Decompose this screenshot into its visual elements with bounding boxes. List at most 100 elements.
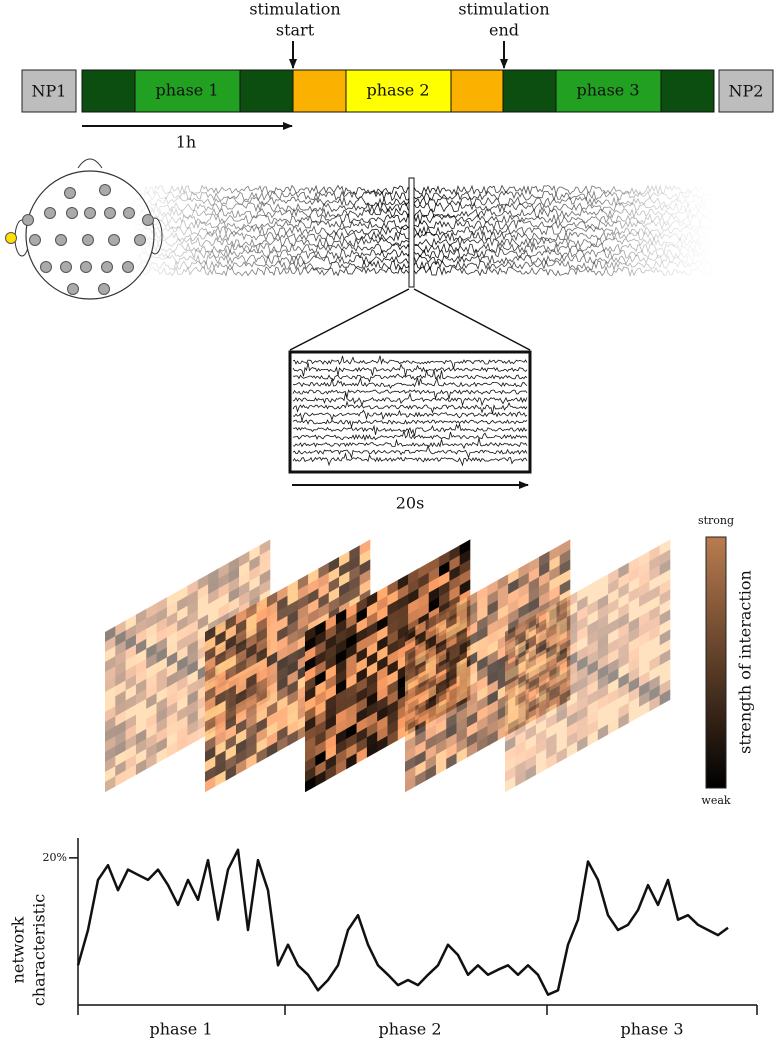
matrix-cell: [535, 748, 547, 765]
matrix-cell: [535, 648, 547, 665]
matrix-cell: [125, 734, 137, 751]
matrix-cell: [628, 656, 640, 673]
electrode: [82, 234, 94, 246]
matrix-cell: [415, 680, 426, 697]
matrix-cell: [435, 728, 447, 745]
matrix-cell: [405, 666, 416, 683]
nose: [77, 158, 103, 169]
matrix-cell: [515, 770, 526, 787]
matrix-cell: [425, 634, 437, 651]
matrix-cell: [305, 756, 316, 773]
matrix-cell: [156, 617, 168, 634]
matrix-cell: [405, 626, 416, 643]
matrix-cell: [466, 631, 478, 648]
matrix-cell: [618, 702, 630, 719]
matrix-cell: [515, 650, 526, 667]
matrix-cell: [405, 656, 416, 673]
eeg-trace: [129, 195, 715, 208]
matrix-cell: [628, 576, 640, 593]
electrode: [55, 234, 67, 246]
eeg-trace: [129, 236, 715, 248]
matrix-cell: [315, 650, 326, 667]
matrix-cell: [446, 612, 457, 630]
matrix-cell: [387, 649, 399, 667]
matrix-cell: [428, 576, 440, 593]
matrix-cell: [528, 596, 540, 613]
matrix-cell: [659, 619, 671, 636]
matrix-cell: [315, 660, 326, 677]
matrix-cell: [425, 624, 437, 641]
matrix-cell: [425, 764, 437, 781]
matrix-cell: [387, 659, 399, 677]
matrix-cell: [505, 656, 516, 673]
matrix-cell: [246, 612, 257, 630]
matrix-cell: [597, 624, 609, 641]
matrix-cell: [387, 609, 399, 627]
matrix-cell: [115, 680, 126, 697]
matrix-cell: [497, 604, 509, 621]
matrix-cell: [315, 770, 326, 787]
matrix-cell: [505, 686, 516, 703]
matrix-cell: [546, 732, 557, 750]
matrix-cell: [315, 680, 326, 697]
matrix-cell: [187, 589, 199, 607]
eeg-trace: [129, 213, 715, 225]
matrix-cell: [515, 740, 526, 757]
matrix-cell: [115, 700, 126, 717]
matrix-cell: [239, 580, 250, 598]
matrix-cell: [305, 706, 316, 723]
matrix-cell: [449, 545, 460, 562]
matrix-cell: [305, 626, 316, 643]
matrix-cell: [508, 598, 519, 615]
matrix-cell: [225, 744, 237, 761]
matrix-cell: [459, 579, 471, 596]
matrix-cell: [177, 715, 188, 732]
matrix-cell: [405, 636, 416, 653]
matrix-cell: [639, 660, 650, 678]
matrix-cell: [377, 675, 388, 692]
matrix-cell: [618, 672, 630, 689]
matrix-cell: [287, 629, 299, 647]
matrix-cell: [105, 736, 116, 753]
stim-label: stimulation: [458, 0, 549, 19]
matrix-cell: [246, 632, 257, 650]
matrix-cell: [597, 584, 609, 601]
matrix-cell: [156, 627, 168, 644]
matrix-cell: [166, 651, 178, 668]
matrix-cell: [525, 624, 537, 641]
matrix-cell: [166, 641, 178, 658]
matrix-cell: [377, 635, 388, 652]
matrix-cell: [546, 692, 557, 710]
matrix-cell: [408, 588, 419, 605]
matrix-cell: [197, 614, 209, 631]
matrix-cell: [187, 659, 199, 677]
matrix-cell: [215, 660, 226, 677]
matrix-cell: [618, 602, 630, 619]
matrix-cell: [387, 629, 399, 647]
matrix-cell: [649, 585, 660, 602]
matrix-cell: [335, 728, 347, 745]
eeg-trace: [129, 242, 715, 254]
matrix-cell: [256, 677, 268, 694]
matrix-cell: [315, 670, 326, 687]
matrix-cell: [628, 686, 640, 703]
matrix-cell: [639, 670, 650, 688]
matrix-cell: [415, 670, 426, 687]
matrix-cell: [608, 638, 619, 655]
matrix-cell: [456, 607, 468, 624]
zoom-trace: [292, 400, 528, 415]
matrix-cell: [325, 664, 337, 681]
matrix-cell: [287, 649, 299, 667]
matrix-cell: [405, 726, 416, 743]
matrix-cell: [387, 689, 399, 707]
matrix-cell: [466, 611, 478, 628]
matrix-cell: [518, 572, 530, 589]
matrix-cell: [556, 677, 568, 694]
matrix-cell: [628, 616, 640, 633]
matrix-cell: [525, 724, 537, 741]
matrix-cell: [146, 732, 157, 750]
matrix-cell: [187, 619, 199, 637]
matrix-cell: [256, 737, 268, 754]
matrix-cell: [346, 602, 357, 620]
matrix-cell: [135, 628, 147, 645]
